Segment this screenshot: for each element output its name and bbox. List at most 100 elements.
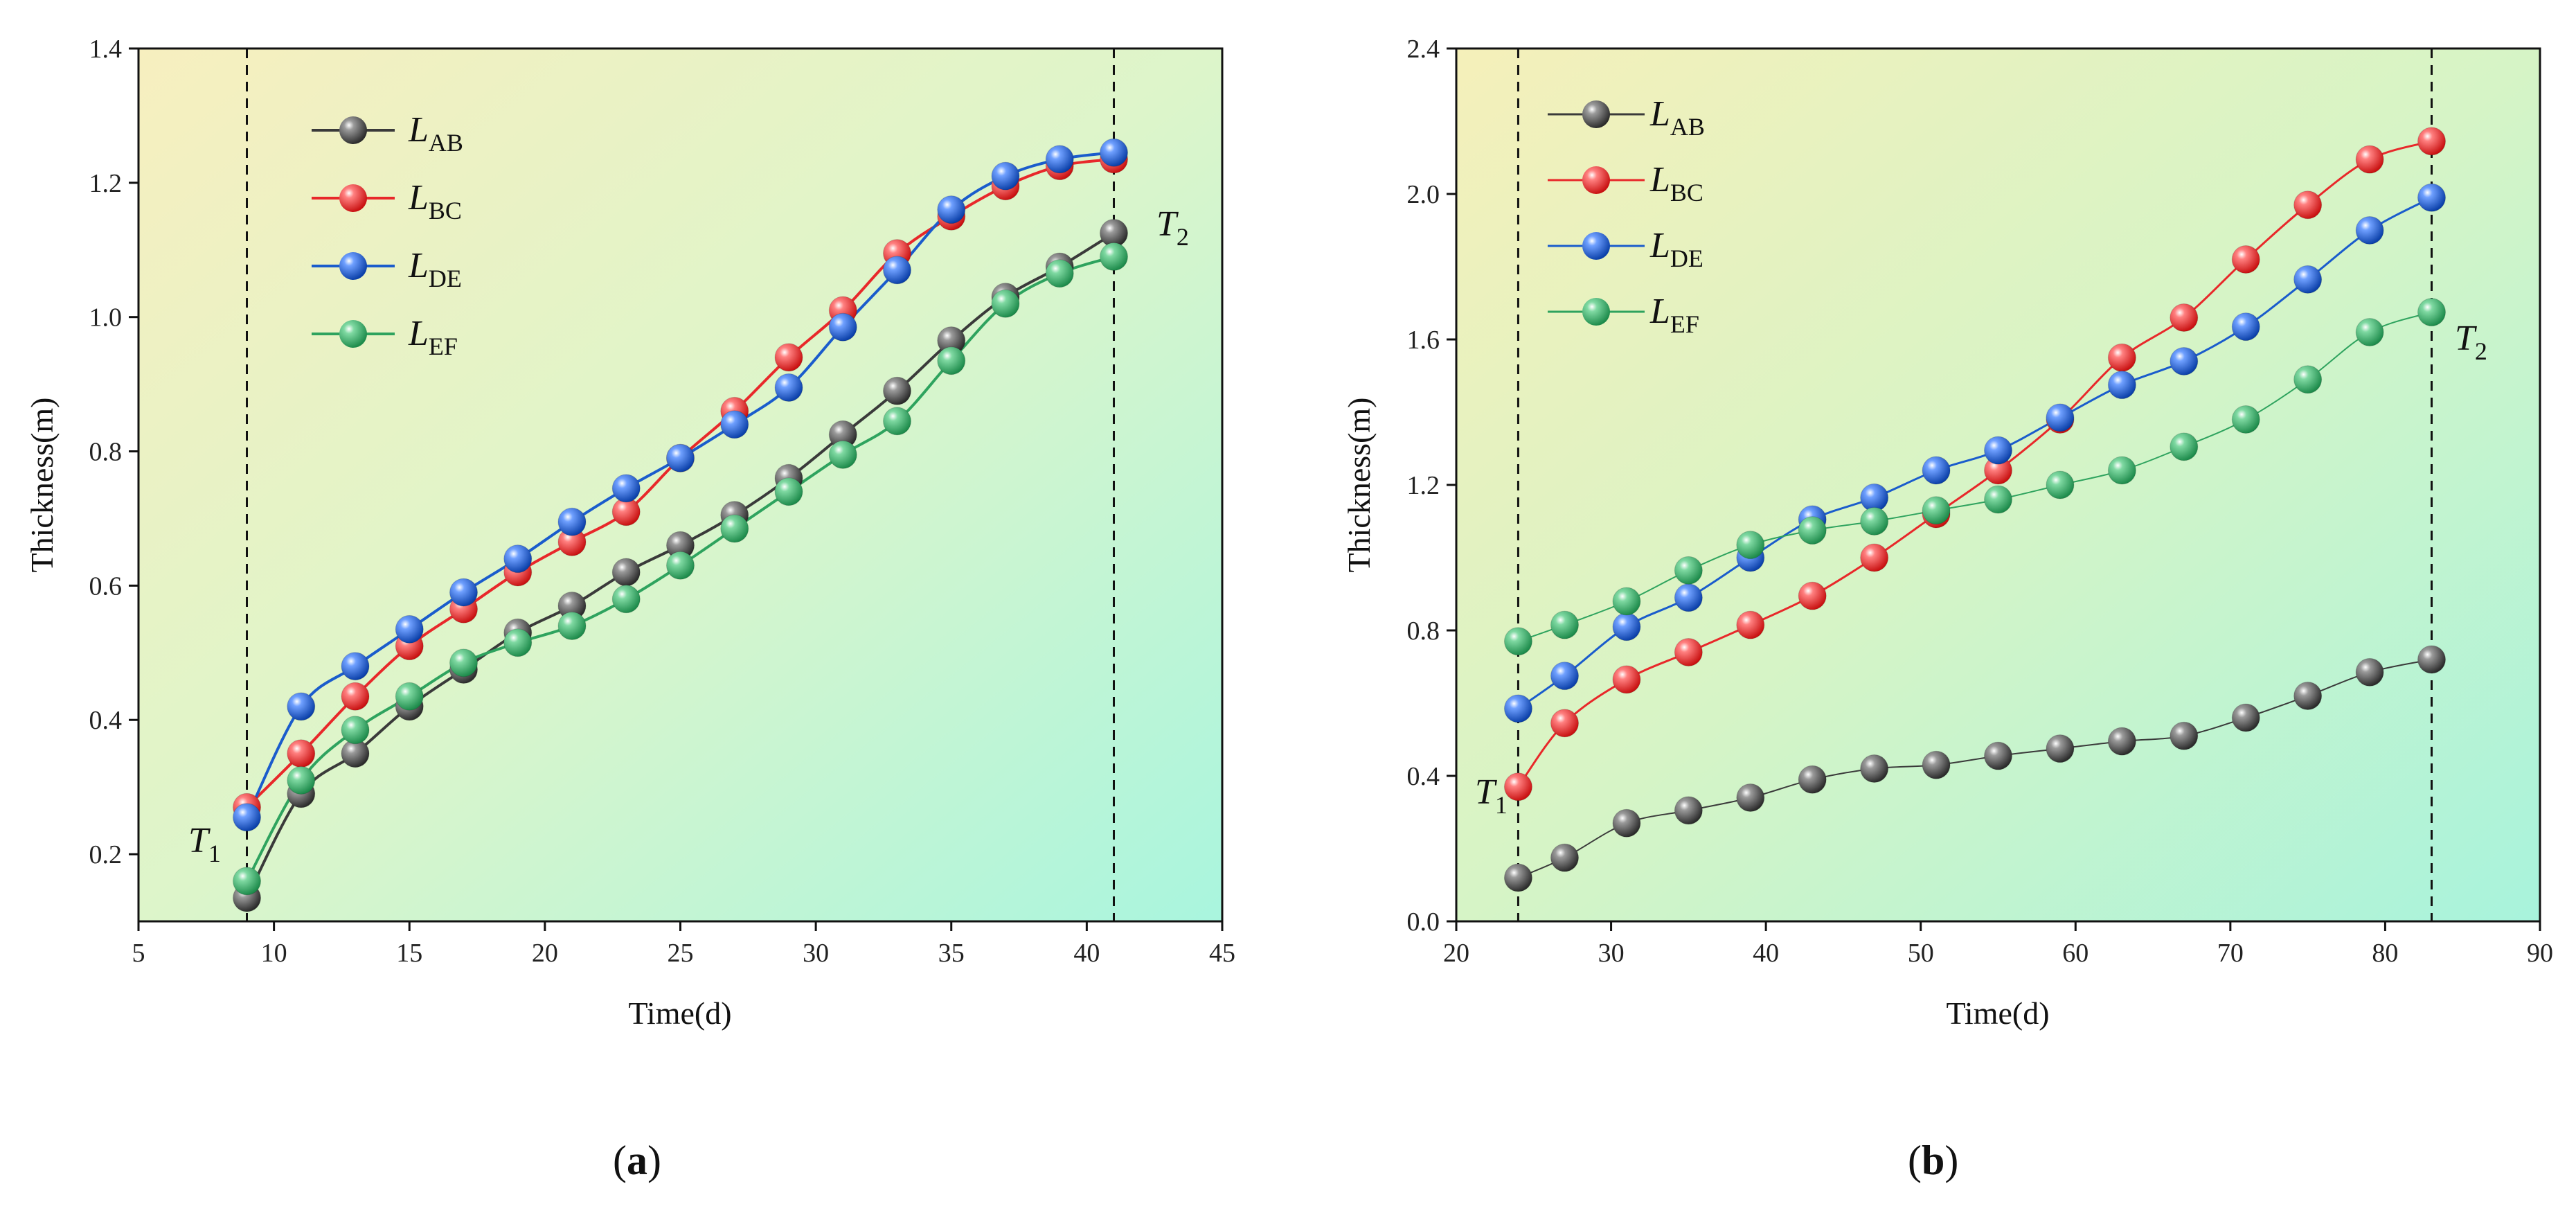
y-tick-label-a: 0.8 xyxy=(89,438,123,467)
data-point-a-ef xyxy=(938,347,965,375)
data-point-b-de xyxy=(1613,613,1640,641)
data-point-a-de xyxy=(395,615,423,643)
data-point-b-ef xyxy=(2418,299,2446,326)
data-point-b-de xyxy=(1985,436,2012,464)
x-tick-label-b: 30 xyxy=(1598,939,1625,968)
data-point-b-ab xyxy=(2294,682,2322,710)
legend-marker-de xyxy=(339,252,367,280)
y-axis-title-a: Thickness(m) xyxy=(24,398,60,573)
legend-marker-ab xyxy=(1582,100,1610,128)
x-tick-label-b: 20 xyxy=(1443,939,1469,968)
data-point-b-de xyxy=(2232,313,2260,341)
data-point-b-ab xyxy=(2170,722,2198,750)
data-point-b-ab xyxy=(1504,864,1532,892)
x-axis-title-b: Time(d) xyxy=(1946,995,2049,1031)
x-tick-label-b: 80 xyxy=(2372,939,2398,968)
data-point-b-ab xyxy=(1922,751,1950,779)
data-point-b-ef xyxy=(2356,319,2383,346)
y-tick-label-b: 1.6 xyxy=(1407,326,1440,355)
y-tick-label-a: 1.4 xyxy=(89,35,123,64)
data-point-b-bc xyxy=(2418,127,2446,155)
data-point-a-de xyxy=(341,653,369,680)
x-tick-label-a: 20 xyxy=(532,939,558,968)
y-tick-label-a: 0.6 xyxy=(89,572,123,601)
data-point-a-de xyxy=(1046,145,1073,173)
data-point-a-ef xyxy=(721,515,749,542)
data-point-b-ab xyxy=(1861,755,1888,783)
data-point-b-ab xyxy=(2232,704,2260,732)
data-point-b-ef xyxy=(1985,486,2012,513)
data-point-b-ab xyxy=(2418,646,2446,673)
data-point-b-bc xyxy=(1504,773,1532,801)
data-point-b-bc xyxy=(1674,639,1702,666)
data-point-b-ab xyxy=(2108,727,2136,755)
y-tick-label-b: 0.8 xyxy=(1407,617,1440,646)
x-axis-title-a: Time(d) xyxy=(628,995,731,1031)
data-point-b-bc xyxy=(2356,145,2383,173)
data-point-b-de xyxy=(2108,371,2136,399)
legend-marker-ab xyxy=(339,116,367,144)
data-point-b-bc xyxy=(2170,304,2198,332)
data-point-a-ab xyxy=(612,558,640,586)
x-tick-label-a: 25 xyxy=(668,939,694,968)
data-point-a-ef xyxy=(829,441,857,468)
panel-label-b: (b) xyxy=(1908,1137,1958,1183)
data-point-b-de xyxy=(1922,457,1950,484)
data-point-b-ab xyxy=(1737,784,1764,812)
data-point-b-ef xyxy=(1737,531,1764,559)
chart-panel-a: 5 10 15 20 25 30 35 40 45 0.2 0.4 0.6 0.8 1.0 1.2 1.4 T… xyxy=(24,35,1235,1183)
data-point-b-bc xyxy=(1551,709,1579,737)
y-tick-label-a: 1.2 xyxy=(89,169,123,198)
data-point-b-ef xyxy=(1504,628,1532,655)
panel-label-a: (a) xyxy=(613,1137,661,1183)
x-tick-label-a: 15 xyxy=(396,939,422,968)
data-point-b-bc xyxy=(2108,344,2136,371)
data-point-a-ef xyxy=(1100,242,1128,270)
data-point-a-ef xyxy=(667,551,695,579)
data-point-a-ef xyxy=(612,585,640,613)
x-tick-label-b: 40 xyxy=(1753,939,1779,968)
data-point-b-ab xyxy=(2046,735,2074,763)
data-point-a-de xyxy=(558,508,586,535)
data-point-b-ab xyxy=(1985,742,2012,770)
data-point-b-ab xyxy=(1798,765,1826,793)
legend-marker-de xyxy=(1582,232,1610,260)
data-point-b-ef xyxy=(2170,433,2198,461)
data-point-a-ef xyxy=(395,682,423,710)
data-point-b-de xyxy=(2356,217,2383,245)
data-point-b-ef xyxy=(2294,366,2322,393)
chart-panel-b: 20 30 40 50 60 70 80 90 0.0 0.4 0.8 1.2 1.6 2.0 2.4 Ti… xyxy=(1341,35,2553,1183)
data-point-a-de xyxy=(884,256,911,284)
data-point-a-de xyxy=(938,196,965,224)
data-point-a-de xyxy=(287,693,315,720)
data-point-a-ef xyxy=(341,716,369,744)
data-point-a-ef xyxy=(504,629,532,657)
x-tick-label-a: 35 xyxy=(938,939,965,968)
legend-marker-ef xyxy=(339,320,367,348)
legend-marker-bc xyxy=(339,184,367,212)
y-tick-label-a: 0.2 xyxy=(89,840,123,869)
x-tick-label-a: 40 xyxy=(1073,939,1100,968)
data-point-b-de xyxy=(2294,265,2322,293)
data-point-a-bc xyxy=(775,344,803,371)
data-point-a-ef xyxy=(775,478,803,506)
x-tick-label-b: 50 xyxy=(1908,939,1934,968)
data-point-a-de xyxy=(992,162,1019,190)
data-point-a-de xyxy=(1100,139,1128,166)
data-point-a-ef xyxy=(558,612,586,640)
legend-marker-ef xyxy=(1582,298,1610,326)
data-point-b-ef xyxy=(2108,457,2136,484)
data-point-a-ef xyxy=(992,290,1019,317)
data-point-b-bc xyxy=(1798,582,1826,610)
y-tick-label-b: 2.4 xyxy=(1407,35,1440,64)
data-point-b-ef xyxy=(1551,611,1579,639)
data-point-b-de xyxy=(2418,184,2446,211)
data-point-b-bc xyxy=(1613,666,1640,693)
data-point-b-ef xyxy=(1613,587,1640,615)
data-point-b-ef xyxy=(1674,556,1702,584)
data-point-b-de xyxy=(2046,404,2074,432)
x-tick-label-a: 5 xyxy=(132,939,145,968)
data-point-b-ab xyxy=(1613,809,1640,837)
x-tick-label-b: 70 xyxy=(2217,939,2244,968)
data-point-b-de xyxy=(1551,662,1579,690)
